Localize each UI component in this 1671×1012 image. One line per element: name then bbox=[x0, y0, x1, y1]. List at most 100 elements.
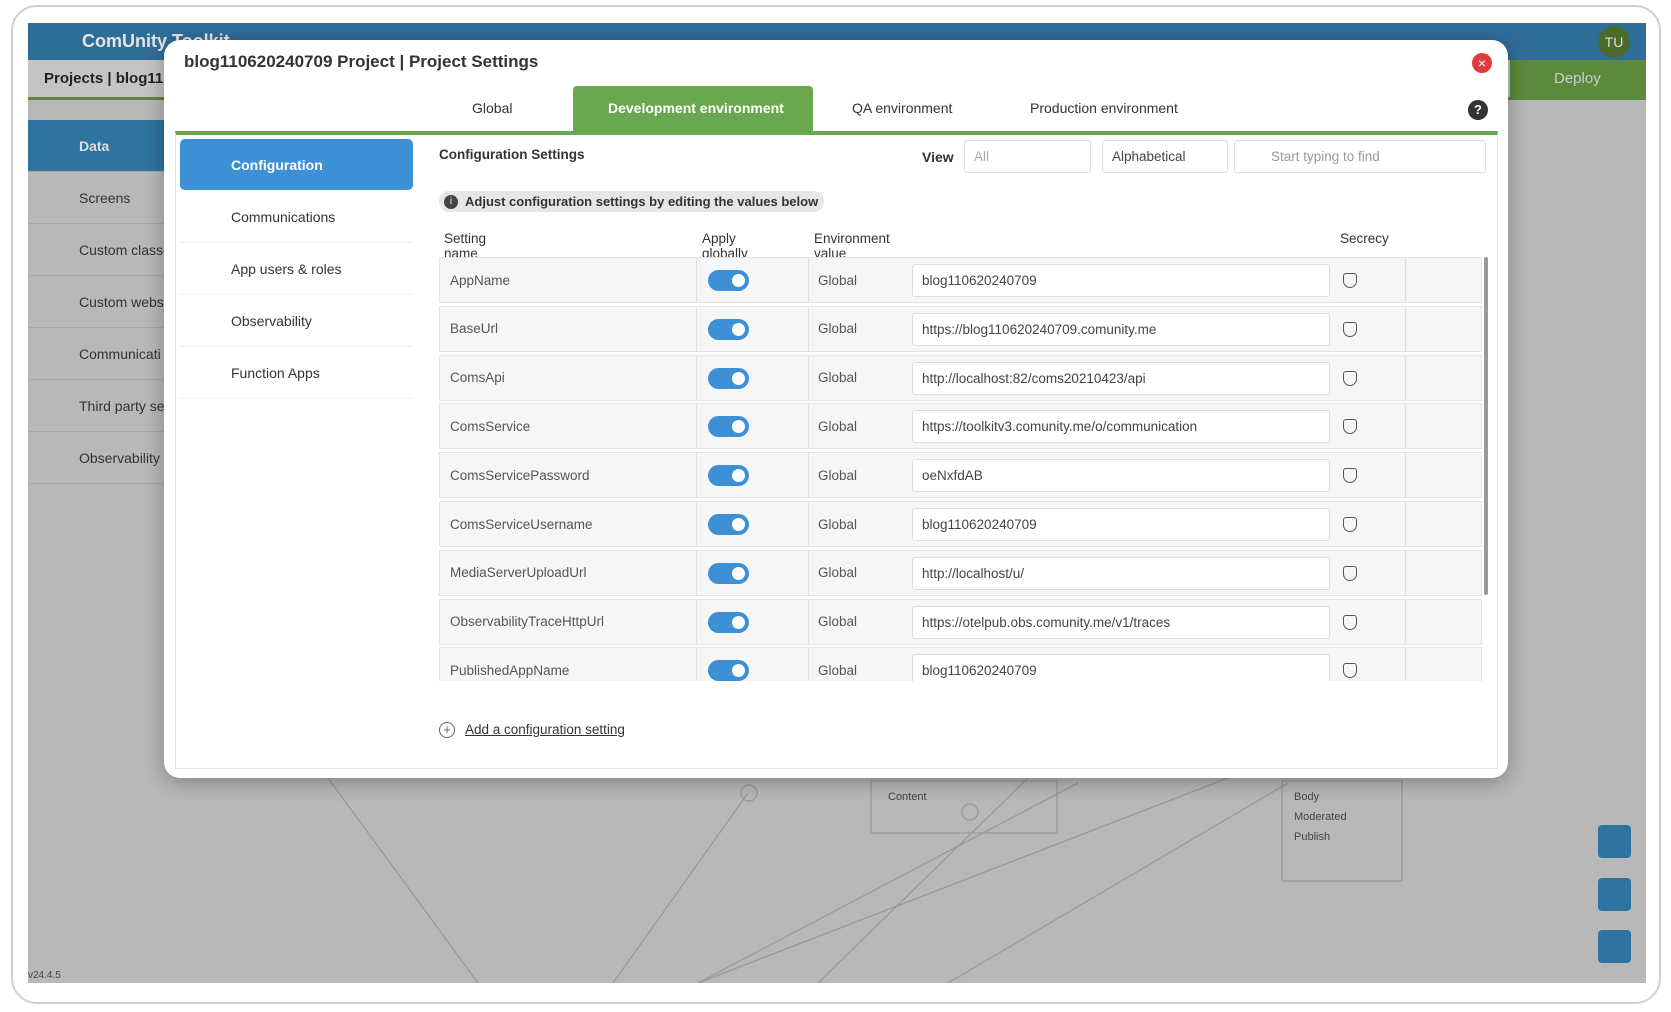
value-input[interactable]: blog110620240709 bbox=[912, 264, 1330, 297]
secrecy-icon[interactable] bbox=[1343, 419, 1357, 435]
cell-divider bbox=[696, 453, 697, 498]
nav-item[interactable]: Communicati bbox=[28, 328, 171, 380]
secrecy-icon[interactable] bbox=[1343, 370, 1357, 386]
scope: Global bbox=[818, 370, 858, 386]
value-input[interactable]: http://localhost/u/ bbox=[912, 556, 1330, 590]
scope: Global bbox=[818, 614, 858, 630]
sidebar-item[interactable]: Communications bbox=[180, 191, 413, 243]
scope: Global bbox=[818, 418, 858, 434]
toggle[interactable] bbox=[708, 465, 749, 487]
cell-divider bbox=[1405, 648, 1406, 681]
cell-divider bbox=[808, 502, 809, 546]
toggle[interactable] bbox=[708, 416, 749, 438]
toggle[interactable] bbox=[708, 367, 749, 389]
setting-name: ComsServiceUsername bbox=[450, 516, 593, 532]
secrecy-icon[interactable] bbox=[1343, 517, 1357, 532]
section-heading: Configuration Settings bbox=[439, 147, 585, 162]
search-input[interactable]: Start typing to find bbox=[1234, 140, 1486, 173]
cell-divider bbox=[696, 648, 697, 681]
add-icon: + bbox=[439, 722, 455, 738]
add-link[interactable]: Add a configuration setting bbox=[465, 722, 625, 737]
setting-name: ComsServicePassword bbox=[450, 467, 590, 483]
tab[interactable]: Production environment bbox=[1030, 100, 1178, 116]
scope: Global bbox=[818, 565, 858, 581]
setting-name: ComsApi bbox=[450, 370, 505, 386]
info-icon: i bbox=[444, 195, 458, 209]
toggle[interactable] bbox=[708, 514, 749, 535]
scope: Global bbox=[818, 662, 858, 678]
nav-item[interactable]: Custom websi bbox=[28, 276, 171, 328]
tab[interactable]: Global bbox=[472, 100, 513, 116]
value-input[interactable]: blog110620240709 bbox=[912, 654, 1330, 681]
toggle[interactable] bbox=[708, 562, 749, 584]
cell-divider bbox=[1405, 306, 1406, 351]
setting-row: BaseUrl Global https://blog110620240709.co… bbox=[439, 305, 1482, 352]
column-header: Secrecy bbox=[1340, 231, 1389, 246]
setting-row: PublishedAppName Global blog110620240709 bbox=[439, 647, 1482, 681]
cell-divider bbox=[696, 355, 697, 400]
version: v24.4.5 bbox=[28, 970, 61, 981]
toggle[interactable] bbox=[708, 660, 749, 681]
sort-dropdown[interactable]: Alphabetical bbox=[1102, 140, 1228, 173]
setting-row: ComsApi Global http://localhost:82/coms202… bbox=[439, 354, 1482, 401]
value-input[interactable]: https://otelpub.obs.comunity.me/v1/trace… bbox=[912, 605, 1330, 639]
cell-divider bbox=[1405, 404, 1406, 449]
content-panel bbox=[175, 131, 1498, 769]
cell-divider bbox=[808, 404, 809, 449]
sidebar-item[interactable]: Observability bbox=[180, 295, 413, 347]
cell-divider bbox=[1405, 502, 1406, 546]
value-input[interactable]: oeNxfdAB bbox=[912, 459, 1330, 493]
nav-item[interactable]: Observability bbox=[28, 432, 171, 484]
diagram-field: Content bbox=[888, 791, 927, 803]
cell-divider bbox=[808, 550, 809, 595]
setting-name: AppName bbox=[450, 272, 511, 288]
sidebar-item[interactable]: Function Apps bbox=[180, 347, 413, 399]
setting-name: MediaServerUploadUrl bbox=[450, 565, 587, 581]
diagram-field: Publish bbox=[1294, 831, 1331, 843]
setting-row: ObservabilityTraceHttpUrl Global https://o… bbox=[439, 598, 1482, 645]
cell-divider bbox=[808, 355, 809, 400]
setting-row: ComsServiceUsername Global blog11062024070… bbox=[439, 501, 1482, 547]
secrecy-icon[interactable] bbox=[1343, 614, 1357, 630]
avatar[interactable]: TU bbox=[1598, 26, 1630, 58]
cell-divider bbox=[1405, 453, 1406, 498]
tab-active[interactable]: Development environment bbox=[608, 100, 784, 116]
secrecy-icon[interactable] bbox=[1343, 468, 1357, 484]
close-button[interactable]: × bbox=[1472, 53, 1492, 73]
secrecy-icon[interactable] bbox=[1343, 321, 1357, 337]
secrecy-icon[interactable] bbox=[1343, 273, 1357, 288]
toggle[interactable] bbox=[708, 270, 749, 291]
value-input[interactable]: https://blog110620240709.comunity.me bbox=[912, 312, 1330, 346]
setting-name: BaseUrl bbox=[450, 321, 499, 337]
value-input[interactable]: http://localhost:82/coms20210423/api bbox=[912, 361, 1330, 395]
secrecy-icon[interactable] bbox=[1343, 663, 1357, 679]
help-button[interactable]: ? bbox=[1468, 100, 1488, 120]
view-label: View bbox=[922, 149, 954, 165]
view-dropdown[interactable]: All bbox=[964, 140, 1091, 173]
scope: Global bbox=[818, 516, 858, 532]
info-pill: Adjust configuration settings by editing… bbox=[439, 191, 825, 212]
diagram-lines bbox=[327, 777, 1631, 983]
sidebar-active-bg bbox=[180, 139, 413, 190]
nav-item[interactable]: Custom classe bbox=[28, 224, 171, 276]
cell-divider bbox=[1405, 258, 1406, 302]
setting-row: ComsService Global https://toolkitv3.comun… bbox=[439, 403, 1482, 450]
value-input[interactable]: https://toolkitv3.comunity.me/o/communic… bbox=[912, 410, 1330, 444]
setting-name: ObservabilityTraceHttpUrl bbox=[450, 614, 605, 630]
setting-name: ComsService bbox=[450, 418, 531, 434]
nav-item[interactable]: Third party se bbox=[28, 380, 171, 432]
sidebar-item[interactable]: App users & roles bbox=[180, 243, 413, 295]
nav-item[interactable]: Data bbox=[28, 120, 171, 172]
tab[interactable]: QA environment bbox=[852, 100, 953, 116]
setting-row: MediaServerUploadUrl Global http://localho… bbox=[439, 549, 1482, 596]
deploy-button[interactable]: Deploy bbox=[1510, 60, 1646, 97]
secrecy-icon[interactable] bbox=[1343, 565, 1357, 581]
value-input[interactable]: blog110620240709 bbox=[912, 508, 1330, 541]
nav-item[interactable]: Screens bbox=[28, 172, 171, 224]
toggle[interactable] bbox=[708, 318, 749, 340]
toggle[interactable] bbox=[708, 611, 749, 633]
cell-divider bbox=[808, 258, 809, 302]
cell-divider bbox=[696, 404, 697, 449]
sidebar-item[interactable]: Configuration bbox=[231, 157, 323, 173]
cell-divider bbox=[1405, 355, 1406, 400]
